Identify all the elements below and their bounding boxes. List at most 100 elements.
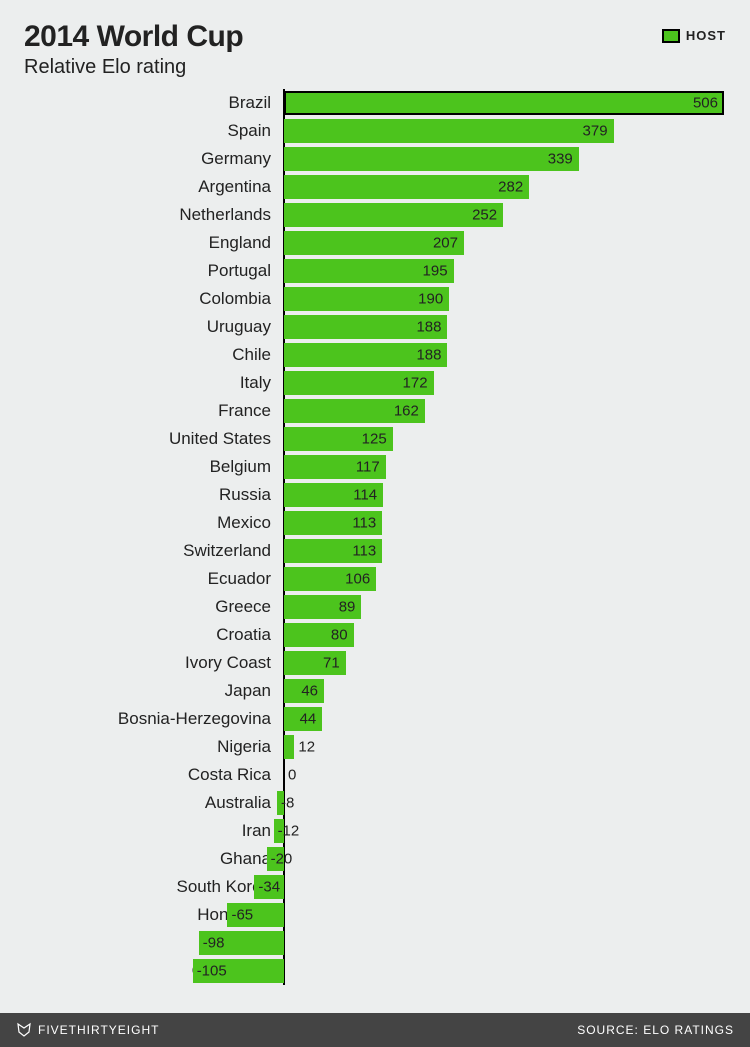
country-label: Russia — [24, 485, 279, 505]
value-label: 339 — [548, 151, 573, 168]
value-label: 46 — [301, 683, 318, 700]
bar — [284, 735, 294, 759]
bar-row: Costa Rica 0 — [24, 761, 726, 789]
bar-row: Brazil506 — [24, 89, 726, 117]
value-label: 379 — [583, 123, 608, 140]
bar-row: Spain 379 — [24, 117, 726, 145]
bar — [284, 203, 503, 227]
value-label: -8 — [281, 795, 294, 812]
bar-row: Nigeria 12 — [24, 733, 726, 761]
value-label: -65 — [231, 907, 253, 924]
country-label: Spain — [24, 121, 279, 141]
country-label: Brazil — [24, 93, 279, 113]
country-label: Ivory Coast — [24, 653, 279, 673]
country-label: Bosnia-Herzegovina — [24, 709, 279, 729]
bar-row: Australia-8 — [24, 789, 726, 817]
value-label: 106 — [345, 571, 370, 588]
value-label: 172 — [403, 375, 428, 392]
bar-row: Netherlands 252 — [24, 201, 726, 229]
bar — [284, 147, 579, 171]
bar-row: Mexico113 — [24, 509, 726, 537]
country-label: Costa Rica — [24, 765, 279, 785]
bar-row: Colombia190 — [24, 285, 726, 313]
country-label: Mexico — [24, 513, 279, 533]
value-label: -98 — [203, 935, 225, 952]
chart-title: 2014 World Cup — [24, 20, 726, 54]
bar-row: Russia 114 — [24, 481, 726, 509]
country-label: Italy — [24, 373, 279, 393]
bar-row: Uruguay188 — [24, 313, 726, 341]
legend-label-host: HOST — [686, 28, 726, 43]
bar-row: Honduras-65 — [24, 901, 726, 929]
country-label: Iran — [24, 821, 279, 841]
country-label: Australia — [24, 793, 279, 813]
value-label: 125 — [362, 431, 387, 448]
value-label: 80 — [331, 627, 348, 644]
country-label: Greece — [24, 597, 279, 617]
value-label: -105 — [197, 963, 227, 980]
value-label: 0 — [288, 767, 296, 784]
value-label: 282 — [498, 179, 523, 196]
country-label: Portugal — [24, 261, 279, 281]
bar-row: South Korea-34 — [24, 873, 726, 901]
bar-row: Algeria-98 — [24, 929, 726, 957]
value-label: 44 — [300, 711, 317, 728]
country-label: Japan — [24, 681, 279, 701]
country-label: Argentina — [24, 177, 279, 197]
country-label: Germany — [24, 149, 279, 169]
value-label: 12 — [298, 739, 315, 756]
bar-row: Croatia 80 — [24, 621, 726, 649]
bar-row: Greece 89 — [24, 593, 726, 621]
bar-row: France 162 — [24, 397, 726, 425]
country-label: Ghana — [24, 849, 279, 869]
country-label: Netherlands — [24, 205, 279, 225]
footer-brand-text: FIVETHIRTYEIGHT — [38, 1023, 159, 1037]
country-label: France — [24, 401, 279, 421]
value-label: -12 — [278, 823, 300, 840]
value-label: 252 — [472, 207, 497, 224]
bar-row: Ivory Coast 71 — [24, 649, 726, 677]
footer-source: SOURCE: ELO RATINGS — [577, 1023, 734, 1037]
value-label: 162 — [394, 403, 419, 420]
value-label: 89 — [339, 599, 356, 616]
bar-row: Portugal 195 — [24, 257, 726, 285]
country-label: Uruguay — [24, 317, 279, 337]
country-label: Nigeria — [24, 737, 279, 757]
bar-row: Italy 172 — [24, 369, 726, 397]
footer: FIVETHIRTYEIGHT SOURCE: ELO RATINGS — [0, 1013, 750, 1047]
country-label: Ecuador — [24, 569, 279, 589]
bar-row: United States 125 — [24, 425, 726, 453]
fox-icon — [16, 1022, 32, 1038]
bar-row: Bosnia-Herzegovina 44 — [24, 705, 726, 733]
country-label: Switzerland — [24, 541, 279, 561]
chart-subtitle: Relative Elo rating — [24, 56, 726, 79]
chart-header: 2014 World Cup Relative Elo rating HOST — [24, 20, 726, 79]
bar-row: Germany 339 — [24, 145, 726, 173]
bar-host — [284, 91, 724, 115]
country-label: England — [24, 233, 279, 253]
value-label: -34 — [258, 879, 280, 896]
country-label: United States — [24, 429, 279, 449]
country-label: Chile — [24, 345, 279, 365]
bar — [284, 119, 614, 143]
chart-plot: Brazil506 Spain 379 Germany 339 Argentina 282 N… — [24, 89, 726, 985]
country-label: South Korea — [24, 877, 279, 897]
value-label: 113 — [352, 543, 376, 560]
value-label: 71 — [323, 655, 340, 672]
value-label: -20 — [271, 851, 293, 868]
country-label: Colombia — [24, 289, 279, 309]
page: 2014 World Cup Relative Elo rating HOST … — [0, 0, 750, 1047]
bar — [284, 175, 529, 199]
bar-row: Belgium117 — [24, 453, 726, 481]
bar-row: England 207 — [24, 229, 726, 257]
chart-area: 2014 World Cup Relative Elo rating HOST … — [0, 0, 750, 1013]
value-label: 114 — [353, 487, 377, 504]
country-label: Croatia — [24, 625, 279, 645]
bar-row: Switzerland 113 — [24, 537, 726, 565]
bar-row: Ecuador 106 — [24, 565, 726, 593]
bar-row: Argentina 282 — [24, 173, 726, 201]
country-label: Belgium — [24, 457, 279, 477]
value-label: 207 — [433, 235, 458, 252]
footer-brand: FIVETHIRTYEIGHT — [16, 1022, 159, 1038]
value-label: 195 — [423, 263, 448, 280]
